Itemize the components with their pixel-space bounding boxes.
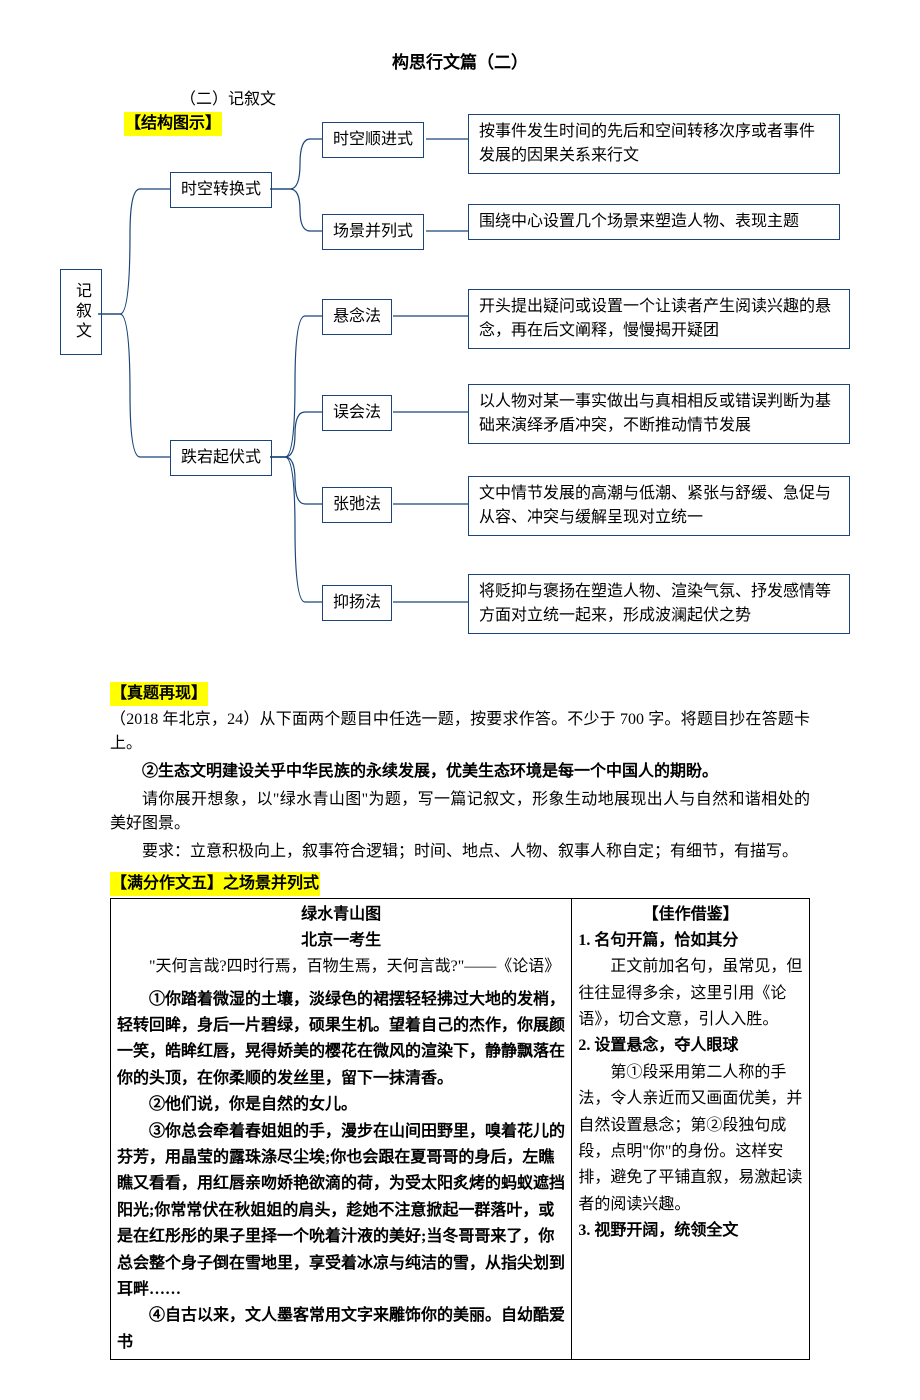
essay-p1: "天何言哉?四时行焉，百物生焉，天何言哉?"——《论语》 — [117, 954, 565, 980]
essay-title: 绿水青山图 — [117, 902, 565, 928]
subtitle: （二）记叙文 — [60, 88, 860, 112]
commentary-cell: 【佳作借鉴】 1. 名句开篇，恰如其分 正文前加名句，虽常见，但往往显得多余，这… — [572, 898, 810, 1360]
m6-node: 抑扬法 — [322, 585, 392, 621]
essay-table: 绿水青山图 北京一考生 "天何言哉?四时行焉，百物生焉，天何言哉?"——《论语》… — [110, 898, 810, 1361]
prompt-body1: 请你展开想象，以"绿水青山图"为题，写一篇记叙文，形象生动地展现出人与自然和谐相… — [110, 788, 810, 836]
essay-p4: ③你总会牵着春姐姐的手，漫步在山间田野里，嗅着花儿的芬芳，用晶莹的露珠涤尽尘埃;… — [117, 1119, 565, 1304]
c-h2: 2. 设置悬念，夺人眼球 — [578, 1033, 803, 1059]
d2-desc: 围绕中心设置几个场景来塑造人物、表现主题 — [468, 204, 840, 240]
d1-desc: 按事件发生时间的先后和空间转移次序或者事件发展的因果关系来行文 — [468, 114, 840, 174]
cat1-node: 时空转换式 — [170, 172, 272, 208]
essay-p2: ①你踏着微湿的土壤，淡绿色的裙摆轻轻拂过大地的发梢，轻转回眸，身后一片碧绿，硕果… — [117, 987, 565, 1093]
prompt-main: ②生态文明建设关乎中华民族的永续发展，优美生态环境是每一个中国人的期盼。 — [110, 760, 810, 784]
structure-label: 【结构图示】 — [124, 112, 222, 136]
c-h3: 3. 视野开阔，统领全文 — [578, 1218, 803, 1244]
essay-author: 北京一考生 — [117, 928, 565, 954]
m2-node: 场景并列式 — [322, 214, 424, 250]
root-node: 记叙文 — [60, 269, 102, 355]
replay-label: 【真题再现】 — [110, 682, 208, 706]
structure-diagram: 【结构图示】 记叙文 时空转换式 跌宕起伏式 时空顺进式 场景并列式 悬念法 误… — [60, 114, 860, 674]
m3-node: 悬念法 — [322, 299, 392, 335]
essay-p3: ②他们说，你是自然的女儿。 — [117, 1092, 565, 1118]
m4-node: 误会法 — [322, 395, 392, 431]
cat2-node: 跌宕起伏式 — [170, 440, 272, 476]
d6-desc: 将贬抑与褒扬在塑造人物、渲染气氛、抒发感情等方面对立统一起来，形成波澜起伏之势 — [468, 574, 850, 634]
page-title: 构思行文篇（二） — [60, 50, 860, 76]
essay-label: 【满分作文五】之场景并列式 — [110, 872, 320, 896]
c-p1: 正文前加名句，虽常见，但往往显得多余，这里引用《论语》，切合文意，引人入胜。 — [578, 954, 803, 1033]
essay-p5: ④自古以来，文人墨客常用文字来雕饰你的美丽。自幼酷爱书 — [117, 1303, 565, 1356]
c-p2: 第①段采用第二人称的手法，令人亲近而又画面优美，并自然设置悬念；第②段独句成段，… — [578, 1060, 803, 1218]
m1-node: 时空顺进式 — [322, 122, 424, 158]
c-h1: 1. 名句开篇，恰如其分 — [578, 928, 803, 954]
prompt-body2: 要求：立意积极向上，叙事符合逻辑；时间、地点、人物、叙事人称自定；有细节，有描写… — [110, 840, 810, 864]
m5-node: 张弛法 — [322, 487, 392, 523]
d4-desc: 以人物对某一事实做出与真相相反或错误判断为基础来演绎矛盾冲突，不断推动情节发展 — [468, 384, 850, 444]
d5-desc: 文中情节发展的高潮与低潮、紧张与舒缓、急促与从容、冲突与缓解呈现对立统一 — [468, 476, 850, 536]
essay-cell: 绿水青山图 北京一考生 "天何言哉?四时行焉，百物生焉，天何言哉?"——《论语》… — [111, 898, 572, 1360]
d3-desc: 开头提出疑问或设置一个让读者产生阅读兴趣的悬念，再在后文阐释，慢慢揭开疑团 — [468, 289, 850, 349]
prompt-source: （2018 年北京，24）从下面两个题目中任选一题，按要求作答。不少于 700 … — [110, 708, 810, 756]
commentary-heading: 【佳作借鉴】 — [578, 902, 803, 928]
